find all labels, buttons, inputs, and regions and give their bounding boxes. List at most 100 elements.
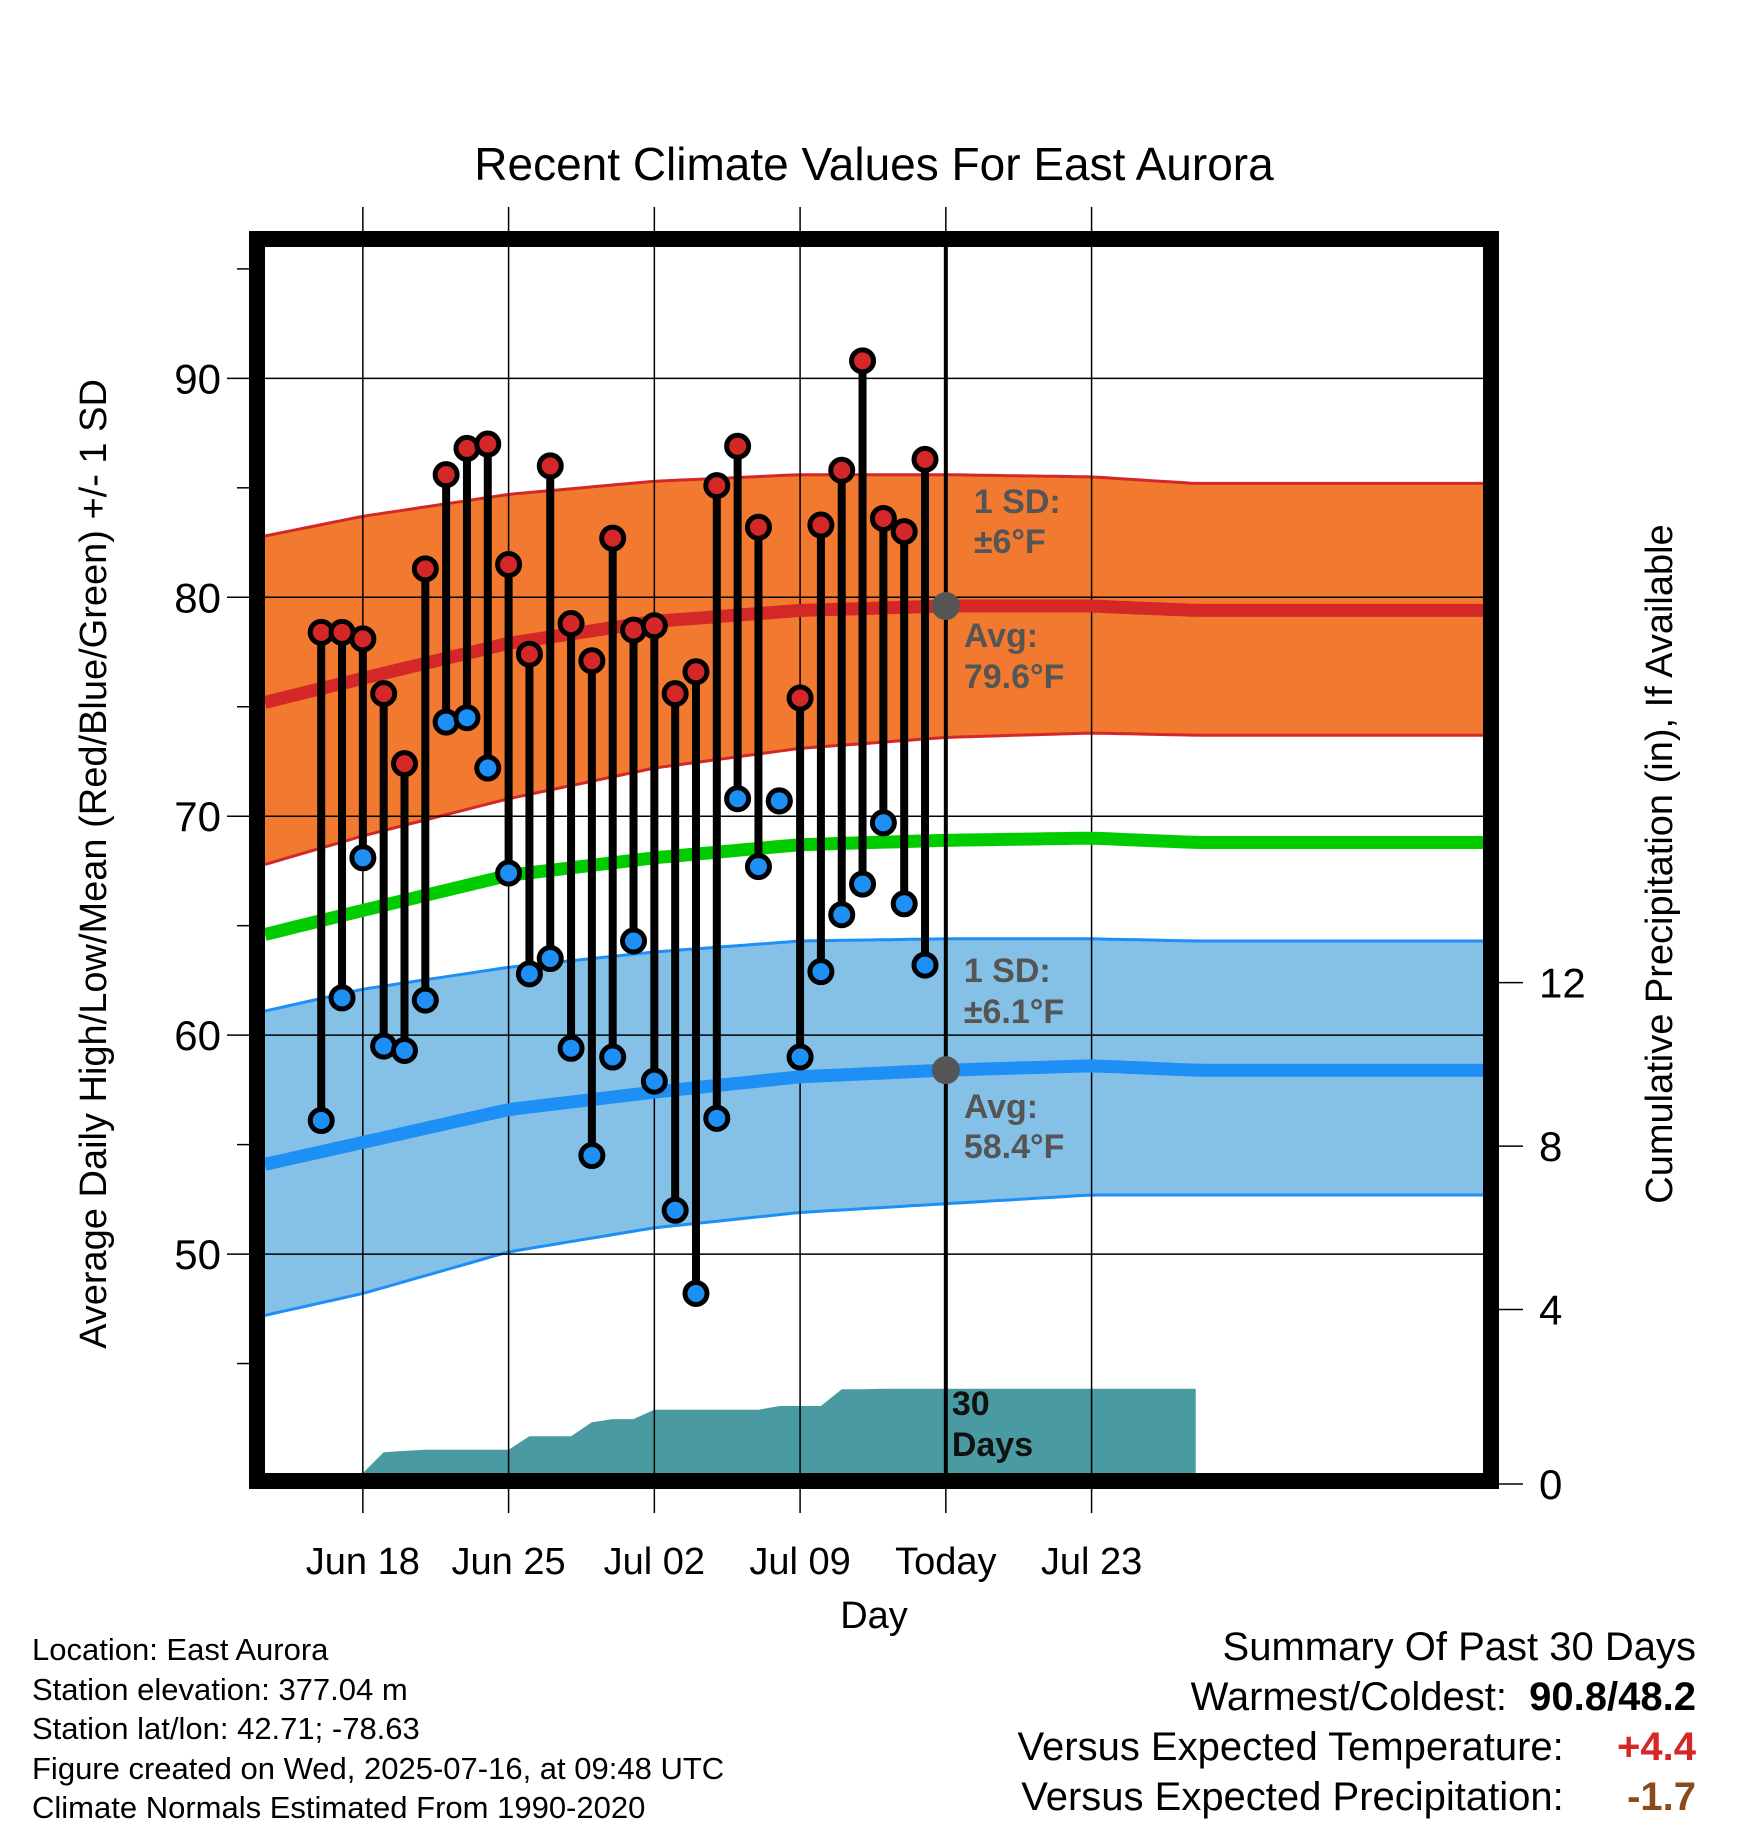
obs-high-point [620,616,648,644]
y-axis-label: Average Daily High/Low/Mean (Red/Blue/Gr… [73,379,115,1349]
obs-high-point [536,452,564,480]
obs-high-point [640,612,668,640]
obs-high-point [724,432,752,460]
elevation-text: Station elevation: 377.04 m [32,1671,408,1707]
obs-low-point [890,890,918,918]
obs-high-point [744,513,772,541]
today-low-avg-marker [931,1056,960,1085]
obs-low-point [390,1036,418,1064]
obs-high-point [515,640,543,668]
y-tick-label: 50 [174,1231,221,1278]
obs-low-point [411,986,439,1014]
obs-low-point [849,870,877,898]
low-sd-lower-line [265,1193,1483,1317]
warmest-value: 90.8/48.2 [1529,1675,1696,1719]
mean-normal-line [265,831,1483,941]
latlon-text: Station lat/lon: 42.71; -78.63 [32,1711,420,1746]
obs-high-point [432,461,460,489]
obs-high-point [703,472,731,500]
obs-low-point [515,960,543,988]
obs-high-point [828,456,856,484]
obs-low-point [828,901,856,929]
precip-label-1: 30 [952,1385,990,1423]
y2-axis-label: Cumulative Precipitation (in), If Availa… [1639,524,1681,1203]
obs-high-point [474,430,502,458]
x-tick-label: Jun 18 [306,1541,420,1583]
obs-low-point [536,945,564,973]
obs-high-point [807,511,835,539]
plot-frame [249,231,1499,1489]
y2-tick-label: 12 [1539,960,1586,1007]
precip-value: -1.7 [1627,1775,1696,1819]
high-avg-value: 79.6°F [964,658,1065,696]
y-tick-label: 70 [174,793,221,840]
y2-tick-label: 8 [1539,1123,1562,1170]
obs-low-point [869,809,897,837]
x-tick-label: Jun 25 [452,1541,566,1583]
warmest-label: Warmest/Coldest: [1190,1675,1507,1719]
summary-title: Summary Of Past 30 Days [1222,1625,1696,1669]
obs-low-point [682,1279,710,1307]
high-avg-label: Avg: [964,617,1038,655]
obs-high-point [390,750,418,778]
x-tick-label: Jul 02 [604,1541,705,1583]
summary-temp-row: Versus Expected Temperature: +4.4 [1018,1722,1696,1772]
x-axis-label: Day [840,1595,908,1637]
summary-warmest-row: Warmest/Coldest: 90.8/48.2 [1018,1672,1696,1722]
temp-value: +4.4 [1617,1725,1696,1769]
obs-low-point [474,754,502,782]
obs-low-point [307,1107,335,1135]
obs-low-point [578,1142,606,1170]
obs-low-point [453,704,481,732]
obs-low-point [703,1104,731,1132]
station-info: Location: East Aurora Station elevation:… [32,1630,724,1828]
obs-low-point [724,785,752,813]
precipitation-area [362,1388,1196,1473]
y-tick-label: 90 [174,355,221,402]
obs-low-point [744,853,772,881]
obs-low-point [370,1032,398,1060]
obs-low-point [640,1067,668,1095]
obs-high-point [578,647,606,675]
x-tick-label: Jul 23 [1041,1541,1142,1583]
obs-low-point [599,1043,627,1071]
y2-tick-label: 0 [1539,1461,1562,1508]
high-sd-label: 1 SD: [974,483,1061,521]
y2-tick-label: 4 [1539,1287,1562,1334]
obs-high-point [370,680,398,708]
summary-panel: Summary Of Past 30 Days Warmest/Coldest:… [1018,1622,1696,1822]
obs-high-point [661,680,689,708]
low-sd-value: ±6.1°F [964,993,1064,1031]
obs-high-point [349,625,377,653]
location-text: Location: East Aurora [32,1632,329,1667]
obs-high-point [911,445,939,473]
x-tick-label: Jul 09 [749,1541,850,1583]
y-tick-label: 80 [174,574,221,621]
obs-low-point [620,927,648,955]
temp-label: Versus Expected Temperature: [1017,1725,1564,1769]
low-avg-label: Avg: [964,1088,1038,1126]
obs-low-point [495,859,523,887]
obs-high-point [557,610,585,638]
high-sd-lower-line [265,731,1483,866]
obs-high-point [682,658,710,686]
obs-high-point [869,504,897,532]
plot-area [265,247,1483,1473]
obs-high-point [890,518,918,546]
precip-label-2: Days [952,1426,1033,1464]
normals-text: Climate Normals Estimated From 1990-2020 [32,1790,646,1825]
low-sd-label: 1 SD: [964,952,1051,990]
obs-low-point [328,984,356,1012]
obs-high-point [599,524,627,552]
obs-low-point [349,844,377,872]
obs-low-point [765,787,793,815]
obs-high-point [495,550,523,578]
precip-label: Versus Expected Precipitation: [1021,1775,1564,1819]
summary-precip-row: Versus Expected Precipitation: -1.7 [1018,1772,1696,1822]
obs-low-point [661,1196,689,1224]
obs-low-point [807,958,835,986]
low-normal-line [265,1059,1483,1171]
created-text: Figure created on Wed, 2025-07-16, at 09… [32,1750,725,1786]
obs-high-point [411,555,439,583]
high-sd-value: ±6°F [974,523,1046,561]
